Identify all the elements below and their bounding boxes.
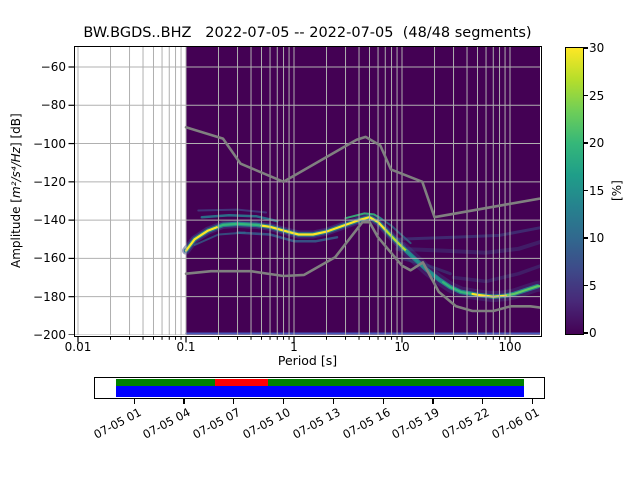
coverage-tick xyxy=(133,399,135,404)
y-tick-label: −200 xyxy=(33,327,66,342)
colorbar-tick xyxy=(583,332,588,334)
coverage-tick xyxy=(283,399,285,404)
coverage-tick xyxy=(482,399,484,404)
colorbar-tick-label: 15 xyxy=(589,183,605,198)
plot-title: BW.BGDS..BHZ 2022-07-05 -- 2022-07-05 (4… xyxy=(83,25,532,41)
y-tick-label: −180 xyxy=(33,289,66,304)
y-axis-label-suffix: ] [dB] xyxy=(9,113,23,148)
x-axis-ticks xyxy=(77,335,511,342)
psd-mode-line xyxy=(506,284,540,296)
coverage-segment xyxy=(214,379,268,386)
colorbar-tick-label: 0 xyxy=(589,326,597,340)
coverage-tick xyxy=(183,399,185,404)
y-tick-label: −160 xyxy=(33,251,66,266)
colorbar-tick xyxy=(583,47,588,49)
x-tick-label: 10 xyxy=(394,340,410,354)
psd-fringe xyxy=(200,213,279,222)
coverage-tick xyxy=(332,399,335,404)
colorbar-tick xyxy=(583,94,588,97)
colorbar-tick xyxy=(583,189,588,192)
y-axis-ticks xyxy=(68,66,75,335)
y-tick-label: −140 xyxy=(33,213,66,228)
y-tick-label: −120 xyxy=(33,174,66,189)
plot-area xyxy=(73,45,542,337)
colorbar-tick-label: 30 xyxy=(589,41,605,55)
psd-mode-line xyxy=(385,229,408,252)
colorbar-tick xyxy=(583,237,588,239)
coverage-bar xyxy=(94,377,545,399)
coverage-tick xyxy=(532,399,534,404)
y-axis-label-text: Amplitude [ xyxy=(9,198,23,269)
colorbar xyxy=(564,46,584,335)
y-tick-label: −60 xyxy=(40,60,66,74)
psd-streak xyxy=(395,225,540,241)
y-axis-label-units: m²/s⁴/Hz xyxy=(9,147,23,199)
coverage-segment xyxy=(116,385,524,398)
y-tick-label: −100 xyxy=(33,136,66,151)
x-tick-label: 0.01 xyxy=(64,340,92,354)
x-tick-label: 100 xyxy=(498,340,522,354)
colorbar-tick-label: 10 xyxy=(589,231,605,245)
y-tick-label: −80 xyxy=(40,98,66,113)
nhnm-curve xyxy=(184,125,540,218)
colorbar-tick-label: 5 xyxy=(589,278,597,293)
nlnm-curve xyxy=(184,220,540,312)
colorbar-tick xyxy=(583,142,588,144)
coverage-tick xyxy=(432,399,434,404)
psd-background xyxy=(185,46,540,335)
colorbar-tick-label: 20 xyxy=(589,136,605,150)
colorbar-tick xyxy=(583,284,588,287)
x-axis-label: Period [s] xyxy=(277,353,338,368)
coverage-segment xyxy=(116,379,215,386)
psd-streak xyxy=(451,263,540,283)
coverage-row xyxy=(116,379,524,386)
colorbar-tick-label: 25 xyxy=(589,88,605,103)
x-tick-label: 0.1 xyxy=(176,340,196,354)
psd-mode-line xyxy=(259,215,388,236)
ppsd-heatmap-canvas xyxy=(74,46,540,335)
coverage-segment xyxy=(267,379,524,386)
psd-mode-line xyxy=(184,225,220,252)
y-axis-label: Amplitude [m²/s⁴/Hz] [dB] xyxy=(9,47,27,335)
coverage-row xyxy=(116,385,524,398)
coverage-tick xyxy=(382,399,384,404)
psd-streak xyxy=(400,256,452,275)
coverage-tick xyxy=(233,399,235,404)
x-tick-label: 1 xyxy=(290,340,298,354)
